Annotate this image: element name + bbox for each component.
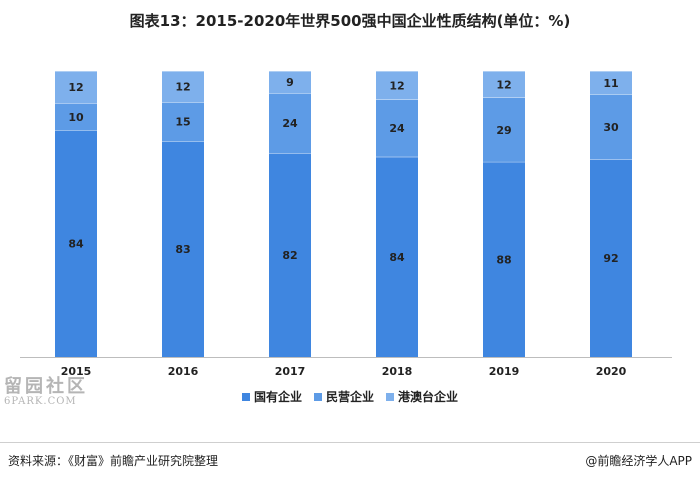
data-label: 12 <box>496 78 511 91</box>
bar-segment <box>55 71 97 104</box>
chart-title: 图表13：2015-2020年世界500强中国企业性质结构(单位：%) <box>129 12 571 30</box>
data-label: 83 <box>175 243 190 256</box>
bar-segment <box>269 153 311 357</box>
data-label: 24 <box>389 122 405 135</box>
bar-segment <box>269 71 311 94</box>
stacked-bar-chart: 84 10 12 2015 83 15 12 2016 82 24 9 2017 84 24 12 2018 8… <box>20 70 672 378</box>
data-label: 11 <box>603 77 618 90</box>
data-label: 12 <box>389 79 404 92</box>
x-tick-label: 2015 <box>61 365 92 378</box>
bar-segment <box>162 71 204 103</box>
x-tick-label: 2018 <box>382 365 413 378</box>
bar-segment <box>376 71 418 100</box>
x-tick-label: 2017 <box>275 365 306 378</box>
bar-segment <box>376 156 418 357</box>
data-label: 30 <box>603 121 619 134</box>
data-label: 84 <box>68 238 84 251</box>
data-label: 15 <box>175 116 190 129</box>
legend-item-private: 民营企业 <box>313 388 374 405</box>
bar-segment <box>590 71 632 95</box>
bar-segment <box>162 141 204 357</box>
data-label: 88 <box>496 253 511 266</box>
legend-item-state-owned: 国有企业 <box>241 388 302 405</box>
legend-swatch-private <box>313 392 322 401</box>
brand-credit: @前瞻经济学人APP <box>585 454 692 468</box>
bar-segment <box>483 71 525 98</box>
legend-label-private: 民营企业 <box>325 390 374 404</box>
data-label: 12 <box>68 81 83 94</box>
data-label: 9 <box>286 76 294 89</box>
data-label: 10 <box>68 111 84 124</box>
footer-divider <box>0 442 700 443</box>
legend-item-hk-macau-taiwan: 港澳台企业 <box>386 388 458 405</box>
data-label: 92 <box>603 252 618 265</box>
bar-segment <box>483 97 525 162</box>
data-label: 24 <box>282 117 298 130</box>
x-tick-label: 2019 <box>489 365 520 378</box>
x-tick-label: 2020 <box>596 365 627 378</box>
data-label: 82 <box>282 249 297 262</box>
data-label: 12 <box>175 81 190 94</box>
bar-segment <box>269 93 311 154</box>
legend-label-state-owned: 国有企业 <box>253 390 302 404</box>
chart-legend: 国有企业 民营企业 港澳台企业 <box>0 388 700 405</box>
bar-segment <box>162 102 204 142</box>
watermark-sub-text: 6PARK.COM <box>4 396 77 407</box>
watermark-main-text: 留园社区 <box>4 376 88 397</box>
legend-label-hk-macau-taiwan: 港澳台企业 <box>398 390 459 404</box>
bar-segment <box>590 159 632 357</box>
bar-segment <box>590 94 632 160</box>
legend-swatch-state-owned <box>241 392 250 401</box>
data-label: 84 <box>389 251 405 264</box>
bar-segment <box>376 99 418 157</box>
bar-segment <box>55 130 97 357</box>
data-label: 29 <box>496 124 511 137</box>
x-tick-label: 2016 <box>168 365 199 378</box>
source-note: 资料来源：《财富》前瞻产业研究院整理 <box>8 454 219 468</box>
site-watermark: 留园社区 6PARK.COM <box>4 372 94 407</box>
legend-swatch-hk-macau-taiwan <box>386 392 394 401</box>
bar-segment <box>483 161 525 357</box>
bar-segment <box>55 103 97 131</box>
